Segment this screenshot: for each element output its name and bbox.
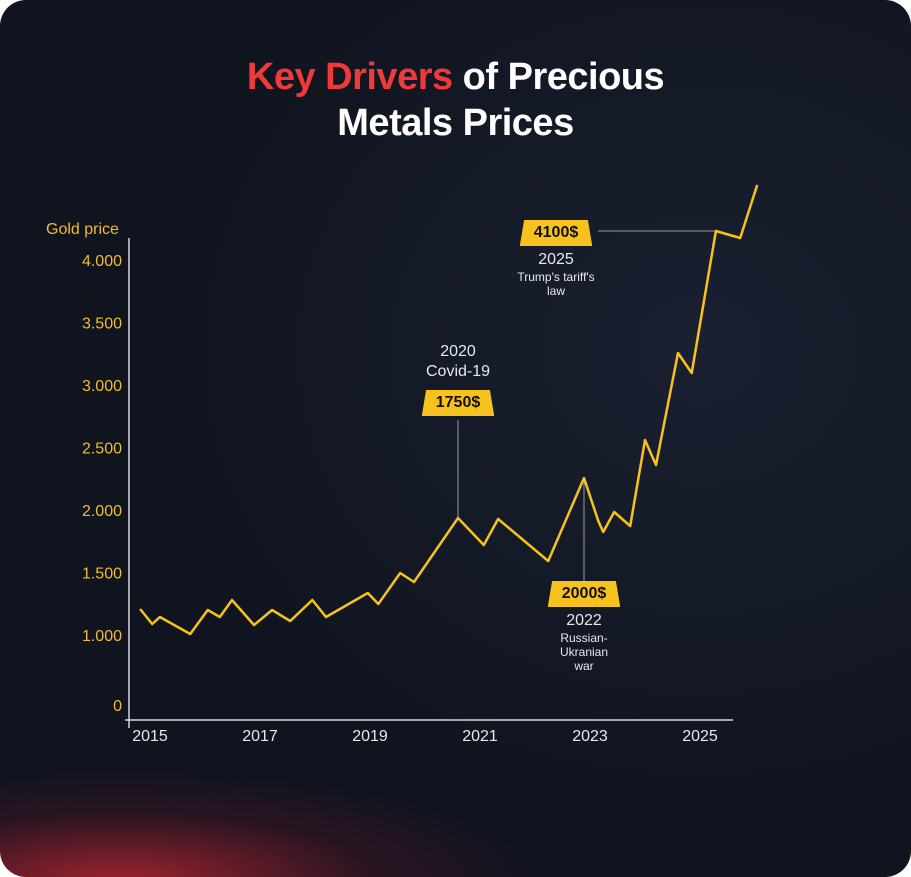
x-tick-label: 2015: [132, 728, 168, 745]
chart-title: Key Drivers of Precious Metals Prices: [0, 54, 911, 146]
y-tick-label: 3.000: [82, 378, 122, 395]
x-tick-label: 2023: [572, 728, 608, 745]
y-tick-label: 1.000: [82, 628, 122, 645]
title-line1: of Precious: [452, 56, 665, 98]
x-tick-label: 2017: [242, 728, 278, 745]
y-tick-label: 2.500: [82, 441, 122, 458]
annotation-price-tag: 4100$: [519, 220, 593, 246]
y-tick-label: 3.500: [82, 316, 122, 333]
annotation-event: Covid-19: [425, 363, 491, 380]
annotation-2022: 2000$ 2022 Russian-Ukranian war: [534, 581, 634, 673]
annotation-year: 2020: [440, 343, 476, 360]
title-line2: Metals Prices: [337, 102, 574, 144]
x-tick-label: 2025: [682, 728, 718, 745]
annotation-price-tag: 1750$: [421, 390, 495, 416]
annotation-event: Russian-Ukranian war: [559, 631, 609, 673]
y-tick-label: 0: [113, 698, 122, 715]
x-tick-label: 2021: [462, 728, 498, 745]
y-tick-label: 4.000: [82, 253, 122, 270]
y-tick-label: 2.000: [82, 503, 122, 520]
annotation-year: 2025: [538, 251, 574, 268]
y-tick-label: 1.500: [82, 566, 122, 583]
annotation-year: 2022: [566, 612, 602, 629]
annotation-2025: 4100$ 2025 Trump's tariff's law: [506, 220, 606, 298]
y-axis-label: Gold price: [46, 221, 119, 238]
gold-price-line: [139, 184, 759, 636]
x-tick-label: 2019: [352, 728, 388, 745]
title-highlight: Key Drivers: [246, 56, 453, 98]
annotation-2020: 2020 Covid-19 1750$: [408, 342, 508, 416]
annotation-event: Trump's tariff's law: [517, 270, 595, 298]
annotation-price-tag: 2000$: [547, 581, 621, 607]
